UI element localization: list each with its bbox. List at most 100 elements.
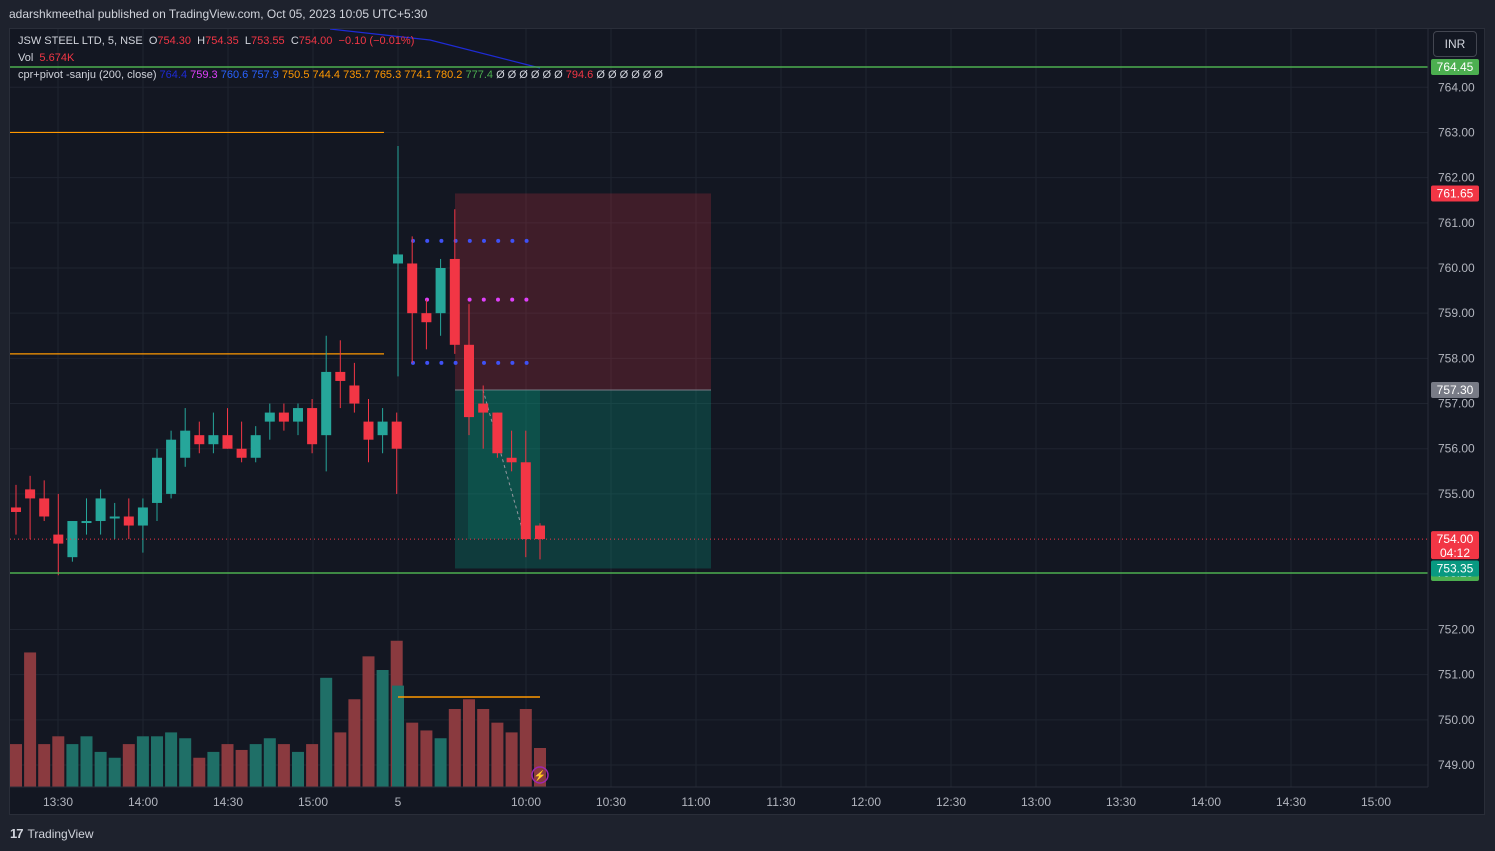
candle-body (95, 498, 106, 522)
lightning-glyph: ⚡ (534, 769, 546, 782)
volume-bar (10, 744, 22, 787)
candle-body (335, 371, 346, 381)
change-value: −0.10 (−0.01%) (338, 35, 415, 47)
pivot-dot (425, 360, 430, 365)
pivot-dot (425, 238, 430, 243)
candle-body (67, 521, 78, 558)
candle-body (506, 457, 517, 463)
candle-body (208, 435, 219, 445)
volume-bar (80, 736, 93, 787)
volume-bar (463, 699, 475, 787)
volume-bar (477, 709, 490, 787)
indicator-value: 777.4 (462, 69, 494, 81)
candle-body (321, 371, 332, 436)
pivot-dot (482, 238, 486, 243)
pivot-dot (467, 238, 472, 243)
publisher-info: adarshkmeethal published on TradingView.… (9, 7, 428, 21)
indicator-line (329, 29, 541, 69)
candle-body (393, 254, 403, 264)
open-label: O (148, 35, 158, 47)
volume-bar (376, 670, 389, 787)
indicator-value: 765.3 (370, 69, 402, 81)
volume-bar (235, 749, 248, 787)
candle-body (166, 439, 177, 494)
close-label: C (290, 35, 299, 47)
pivot-dot (481, 297, 486, 302)
volume-bar (362, 656, 375, 787)
volume-bar (38, 744, 51, 787)
indicator-value: 735.7 (340, 69, 371, 81)
candle-body (449, 258, 460, 345)
candle-body (363, 421, 374, 440)
low-value: 753.55 (251, 35, 285, 47)
price-axis-label-bg (1431, 560, 1479, 577)
candle-body (492, 412, 503, 454)
price-axis-label: 761.65 (1437, 186, 1474, 200)
volume-bar (221, 744, 234, 787)
y-tick-label: 757.00 (1438, 397, 1475, 411)
lightning-icon[interactable] (531, 766, 549, 784)
x-tick-label: 14:30 (1276, 795, 1306, 809)
currency-button[interactable]: INR (1433, 31, 1477, 57)
pivot-dot (510, 360, 515, 365)
candle-body (81, 521, 92, 524)
volume-bar (66, 744, 79, 787)
legend-indicator[interactable]: cpr+pivot -sanju (200, close) 764.4 759.… (18, 69, 663, 81)
position-path-line (482, 389, 526, 540)
x-tick-label: 14:30 (213, 795, 243, 809)
symbol-title[interactable]: JSW STEEL LTD, 5, NSE (18, 35, 143, 47)
chart-frame[interactable] (9, 28, 1485, 815)
footer: 17 TradingView (0, 816, 1495, 851)
volume-bar (348, 699, 361, 787)
x-tick-label: 5 (395, 795, 402, 809)
y-tick-label: 758.00 (1438, 351, 1475, 365)
indicator-values: 764.4 759.3 760.6 757.9 750.5 744.4 735.… (160, 69, 663, 81)
y-tick-label: 756.00 (1438, 442, 1475, 456)
pivot-dot (496, 297, 500, 302)
price-axis-label-bg (1431, 381, 1479, 398)
high-value: 754.35 (205, 35, 239, 47)
tv-logo-icon: 17 (10, 826, 24, 841)
indicator-value: 764.4 (159, 69, 188, 81)
pivot-dot (425, 297, 429, 302)
volume-bar (193, 757, 206, 787)
brand-name: TradingView (27, 826, 94, 841)
volume-bar (434, 738, 447, 787)
pivot-dot (467, 297, 472, 302)
volume-label: Vol (18, 52, 34, 64)
candle-body (464, 344, 474, 418)
pivot-dot (439, 360, 444, 365)
x-tick-label: 13:30 (43, 795, 73, 809)
indicator-name: cpr+pivot -sanju (200, close) (18, 69, 157, 81)
candle-body (180, 430, 191, 458)
high-label: H (197, 35, 206, 47)
volume-bar (165, 732, 178, 787)
y-tick-label: 752.00 (1438, 622, 1475, 636)
pivot-dot (482, 360, 486, 365)
pivot-dot (524, 360, 529, 365)
volume-bar (52, 736, 65, 787)
x-tick-label: 13:00 (1021, 795, 1051, 809)
tradingview-logo[interactable]: 17 TradingView (10, 826, 94, 841)
indicator-value: 750.5 (278, 69, 310, 81)
pivot-dot (496, 360, 501, 365)
y-tick-label: 755.00 (1438, 487, 1475, 501)
price-axis-label-bg (1431, 531, 1479, 560)
pivot-dot (453, 360, 458, 365)
legend-volume[interactable]: Vol 5.674K (18, 52, 74, 64)
volume-bar (292, 751, 304, 787)
candle-body (11, 507, 21, 512)
indicator-value: 757.9 (248, 69, 279, 81)
candle-body (435, 268, 446, 314)
candle-body (278, 412, 289, 422)
candle-body (194, 435, 205, 445)
volume-bar (519, 709, 532, 787)
indicator-value: 744.4 (309, 69, 341, 81)
top-bar: adarshkmeethal published on TradingView.… (0, 0, 1495, 28)
candle-body (535, 525, 545, 540)
y-tick-label: 759.00 (1438, 306, 1475, 320)
y-tick-label: 762.00 (1438, 171, 1475, 185)
pivot-dot (411, 238, 415, 243)
price-axis-label: 753.35 (1437, 561, 1474, 575)
